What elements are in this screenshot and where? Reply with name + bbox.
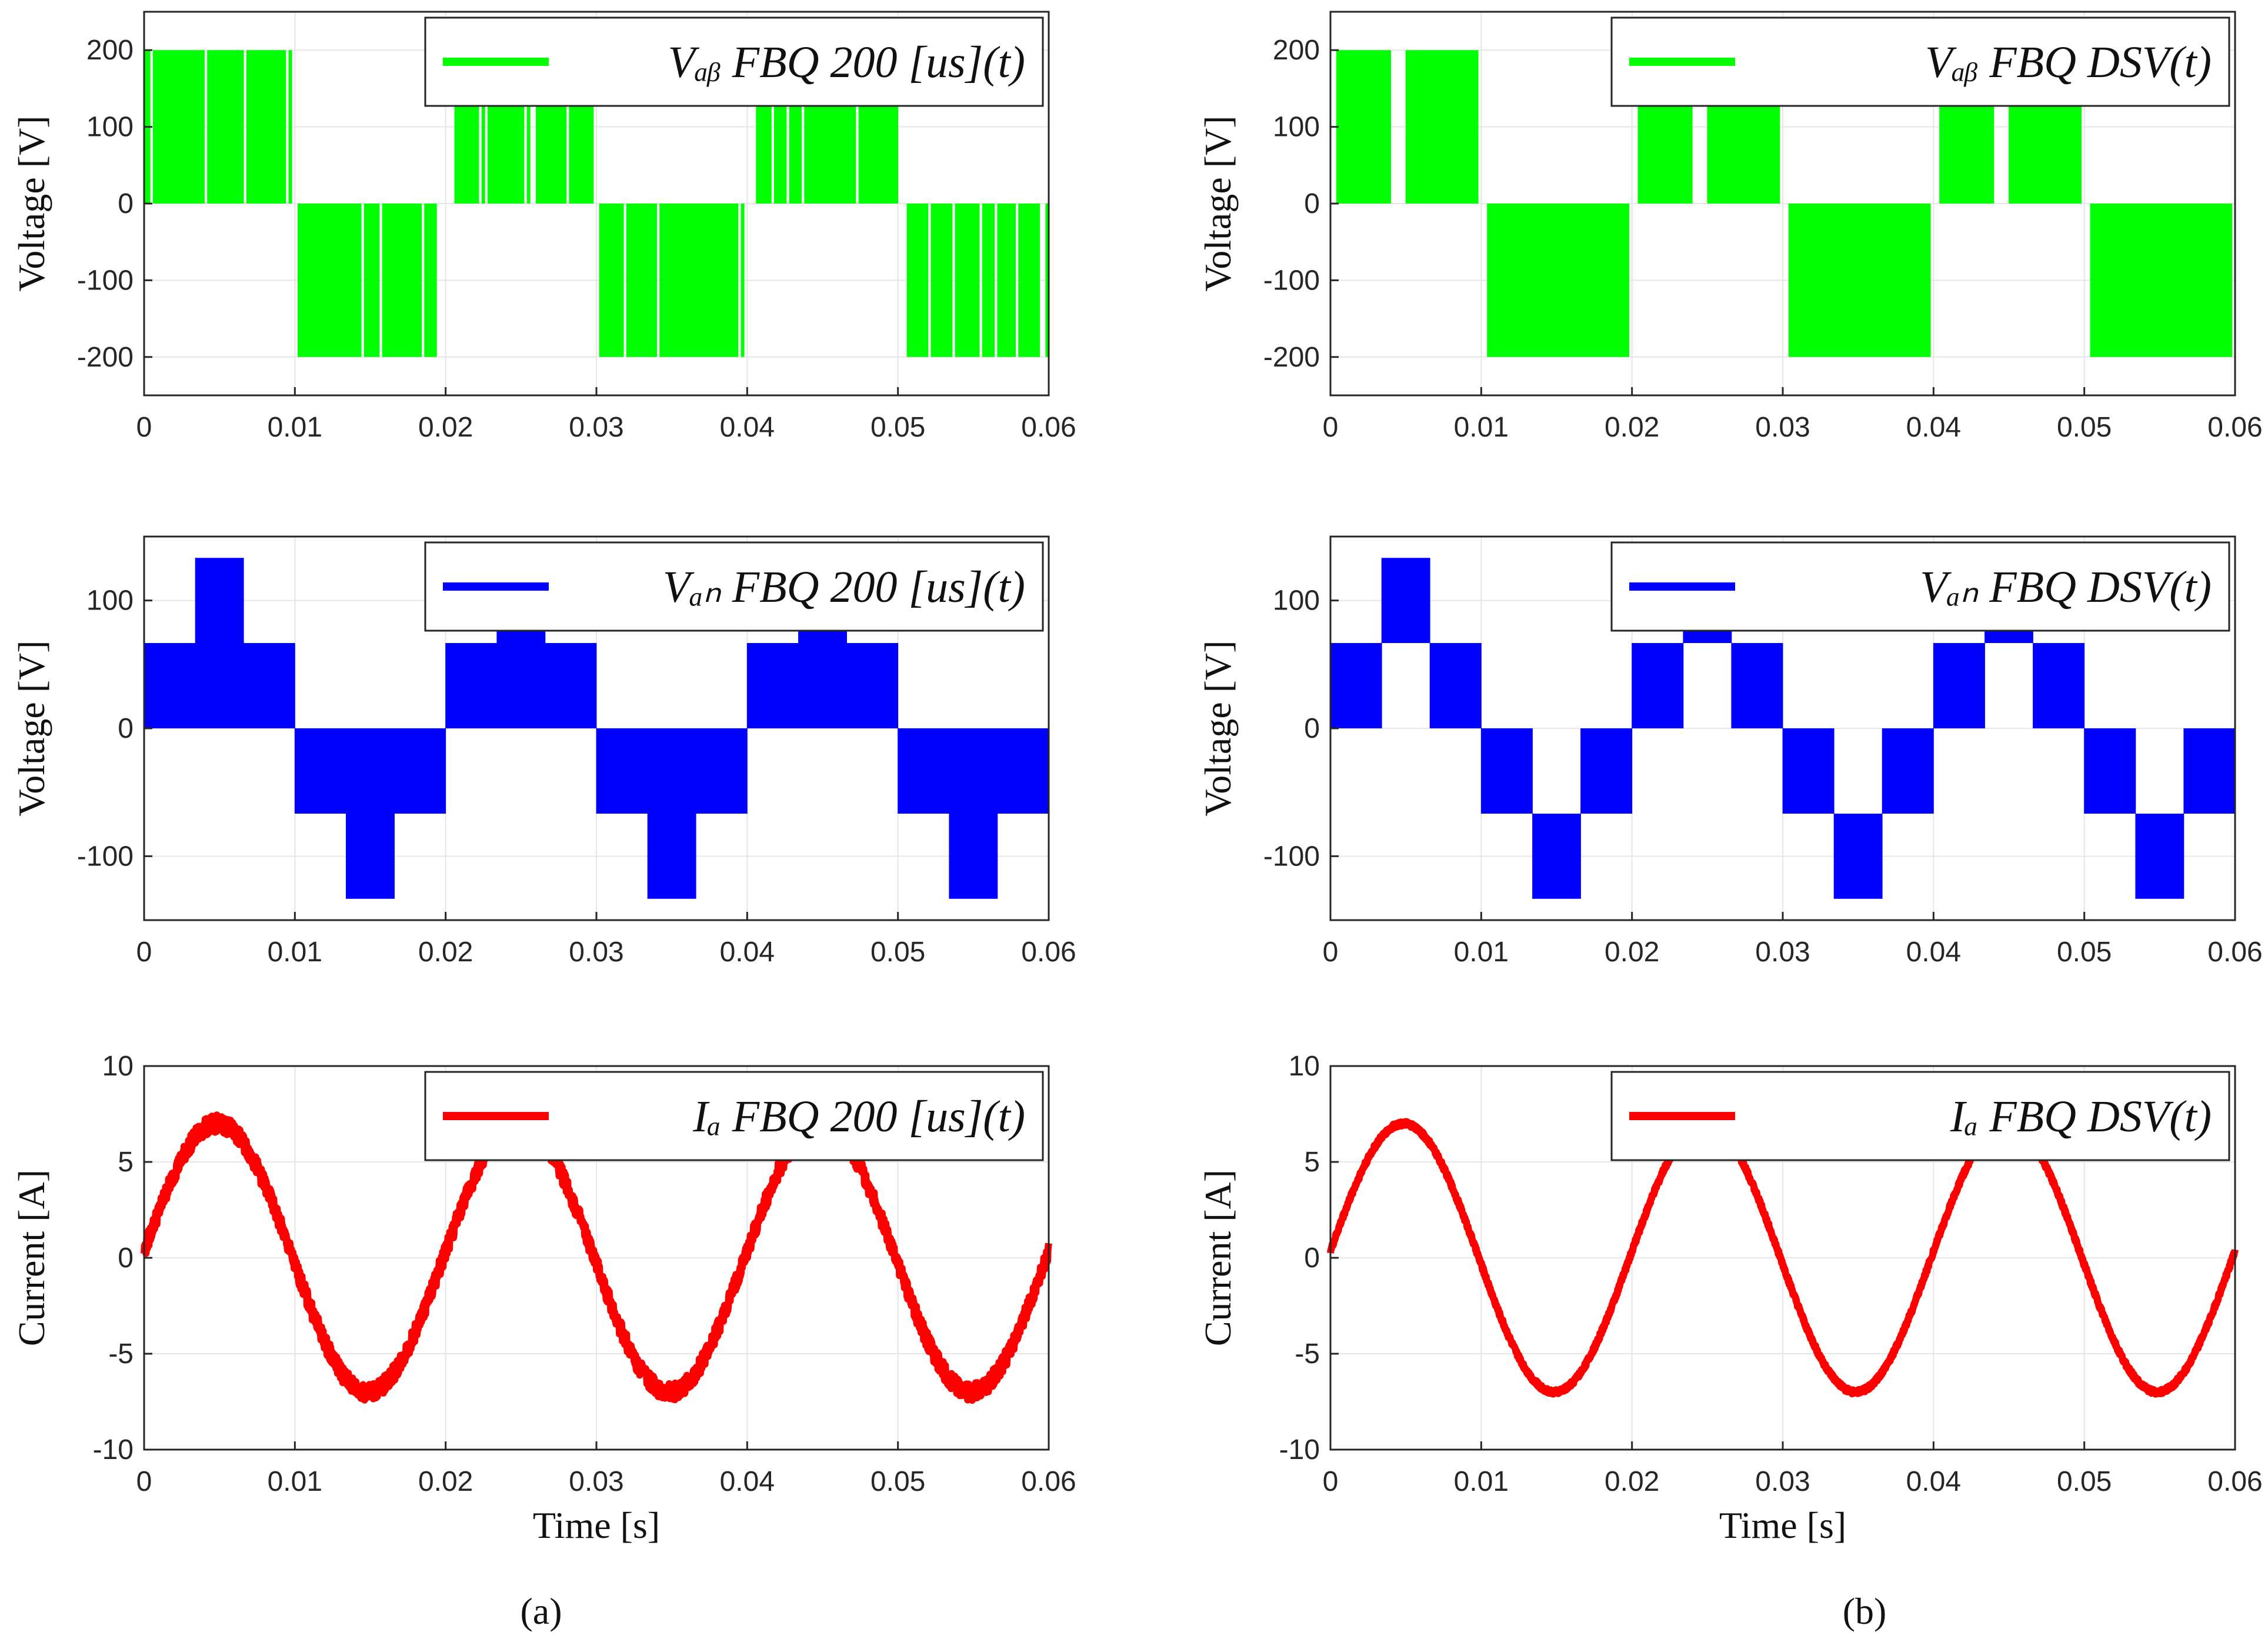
y-tick-label: 10 [102, 1051, 134, 1082]
x-tick-label: 0.03 [569, 1466, 623, 1497]
x-tick-label: 0.06 [1021, 937, 1076, 968]
y-axis-label: Current [A] [11, 1170, 52, 1346]
y-axis-label: Voltage [V] [1197, 115, 1239, 291]
x-tick-label: 0.03 [1755, 1466, 1810, 1497]
x-tick-label: 0.06 [2207, 412, 2262, 443]
legend-label: Iₐ FBQ 200 [us](t) [692, 1092, 1025, 1141]
subfigure-label-a: (a) [520, 1590, 562, 1632]
series-trace-a-van [144, 558, 1049, 899]
x-tick-label: 0.06 [2207, 1466, 2262, 1497]
x-tick-label: 0.01 [1454, 1466, 1509, 1497]
x-tick-label: 0.01 [268, 412, 322, 443]
x-tick-label: 0.05 [2057, 1466, 2112, 1497]
y-tick-label: -5 [1295, 1338, 1320, 1370]
y-axis-label: Voltage [V] [11, 640, 52, 816]
x-tick-label: 0.02 [418, 937, 473, 968]
y-tick-label: 0 [118, 713, 134, 744]
x-tick-label: 0.05 [2057, 937, 2112, 968]
x-tick-label: 0 [1323, 1466, 1339, 1497]
x-tick-label: 0.02 [1605, 1466, 1659, 1497]
x-tick-label: 0 [136, 937, 152, 968]
y-tick-label: -200 [1263, 342, 1320, 373]
legend-label: Vₐₙ FBQ 200 [us](t) [663, 562, 1025, 612]
x-tick-label: 0.04 [1906, 937, 1961, 968]
x-tick-label: 0.03 [1755, 412, 1810, 443]
y-tick-label: 0 [1304, 1243, 1320, 1274]
x-tick-label: 0.05 [870, 1466, 925, 1497]
y-tick-label: 200 [1273, 35, 1320, 66]
y-tick-label: 100 [1273, 585, 1320, 617]
y-tick-label: -200 [77, 342, 134, 373]
x-tick-label: 0.01 [1454, 412, 1509, 443]
x-tick-label: 0 [1323, 937, 1339, 968]
chart-a-van: 0 0.01 0.02 0.03 0.04 0.05 0.06 -100 0 100 Voltage… [11, 535, 1076, 968]
x-tick-label: 0 [136, 1466, 152, 1497]
y-tick-label: 5 [118, 1147, 134, 1178]
y-tick-label: -100 [1263, 265, 1320, 296]
x-tick-label: 0.04 [720, 937, 775, 968]
y-tick-label: -100 [77, 841, 134, 872]
x-tick-label: 0.02 [1605, 937, 1659, 968]
x-axis-label: Time [s] [1719, 1504, 1846, 1546]
y-tick-label: -100 [77, 265, 134, 296]
x-tick-label: 0.02 [418, 1466, 473, 1497]
x-tick-label: 0.01 [268, 1466, 322, 1497]
y-axis-label: Voltage [V] [1197, 640, 1239, 816]
x-tick-label: 0.04 [1906, 412, 1961, 443]
y-tick-label: -10 [1279, 1434, 1320, 1466]
y-tick-label: -100 [1263, 841, 1320, 872]
y-tick-label: 100 [86, 112, 134, 143]
y-tick-label: 0 [118, 1243, 134, 1274]
x-tick-label: 0.04 [1906, 1466, 1961, 1497]
series-trace-b-van [1330, 558, 2236, 899]
chart-b-van: 0 0.01 0.02 0.03 0.04 0.05 0.06 -100 0 100 Voltage… [1197, 535, 2263, 968]
y-tick-label: 100 [86, 585, 134, 617]
x-tick-label: 0.05 [870, 412, 925, 443]
x-tick-label: 0.04 [720, 412, 775, 443]
x-tick-label: 0.05 [2057, 412, 2112, 443]
x-tick-label: 0.06 [1021, 1466, 1076, 1497]
chart-a-ia: 0 0.01 0.02 0.03 0.04 0.05 0.06 -10 -5 0 5 10 Curren… [11, 1051, 1076, 1546]
y-tick-label: -10 [93, 1434, 134, 1466]
x-axis-label: Time [s] [533, 1504, 660, 1546]
subfigure-label-b: (b) [1843, 1590, 1887, 1632]
y-tick-label: 0 [118, 188, 134, 219]
y-tick-label: 5 [1304, 1147, 1320, 1178]
x-tick-label: 0.03 [569, 937, 623, 968]
x-tick-label: 0.01 [1454, 937, 1509, 968]
x-tick-label: 0.02 [418, 412, 473, 443]
x-tick-label: 0.03 [569, 412, 623, 443]
x-tick-label: 0.02 [1605, 412, 1659, 443]
legend-label: Vₐᵦ FBQ 200 [us](t) [668, 38, 1025, 87]
x-tick-label: 0.03 [1755, 937, 1810, 968]
y-axis-label: Current [A] [1197, 1170, 1239, 1346]
x-tick-label: 0.06 [1021, 412, 1076, 443]
chart-b-ia: 0 0.01 0.02 0.03 0.04 0.05 0.06 -10 -5 0 5 10 Curren… [1197, 1051, 2263, 1546]
legend-label: Vₐₙ FBQ DSV(t) [1920, 562, 2212, 612]
series-line-b-ia [1327, 1118, 2239, 1398]
x-tick-label: 0.01 [268, 937, 322, 968]
y-tick-label: 0 [1304, 713, 1320, 744]
y-tick-label: 100 [1273, 112, 1320, 143]
y-tick-label: 10 [1289, 1051, 1320, 1082]
x-tick-label: 0.05 [870, 937, 925, 968]
x-tick-label: 0.06 [2207, 937, 2262, 968]
chart-a-vab: 0 0.01 0.02 0.03 0.04 0.05 0.06 -200 -100 0 100 200… [11, 11, 1076, 443]
y-tick-label: 200 [86, 35, 134, 66]
y-axis-label: Voltage [V] [11, 115, 52, 291]
y-tick-label: 0 [1304, 188, 1320, 219]
legend-label: Vₐᵦ FBQ DSV(t) [1925, 38, 2212, 87]
x-tick-label: 0 [136, 412, 152, 443]
y-tick-label: -5 [108, 1338, 134, 1370]
x-tick-label: 0 [1323, 412, 1339, 443]
legend-label: Iₐ FBQ DSV(t) [1950, 1092, 2212, 1141]
chart-b-vab: 0 0.01 0.02 0.03 0.04 0.05 0.06 -200 -100 0 100 200… [1197, 11, 2263, 443]
x-tick-label: 0.04 [720, 1466, 775, 1497]
series-line-a-ia [141, 1111, 1052, 1404]
